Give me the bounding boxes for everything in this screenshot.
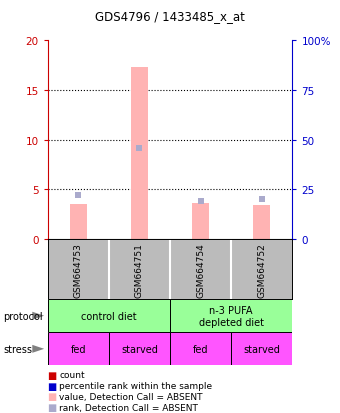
Bar	[170, 299, 292, 332]
Polygon shape	[32, 312, 44, 320]
Polygon shape	[32, 345, 44, 353]
Text: stress: stress	[3, 344, 32, 354]
Text: protocol: protocol	[3, 311, 43, 321]
Bar	[48, 332, 109, 366]
Text: ■: ■	[48, 370, 57, 380]
Text: n-3 PUFA
depleted diet: n-3 PUFA depleted diet	[199, 305, 264, 327]
Text: percentile rank within the sample: percentile rank within the sample	[59, 381, 212, 390]
Text: count: count	[59, 370, 85, 380]
Bar	[131, 68, 148, 240]
Text: ■: ■	[48, 381, 57, 391]
Text: GDS4796 / 1433485_x_at: GDS4796 / 1433485_x_at	[95, 10, 245, 23]
Bar	[253, 206, 270, 240]
Text: control diet: control diet	[81, 311, 137, 321]
Bar	[70, 205, 87, 240]
Text: GSM664751: GSM664751	[135, 242, 144, 297]
Text: starved: starved	[243, 344, 280, 354]
Text: ■: ■	[48, 402, 57, 412]
Text: rank, Detection Call = ABSENT: rank, Detection Call = ABSENT	[59, 403, 198, 412]
Text: fed: fed	[193, 344, 208, 354]
Bar	[192, 204, 209, 240]
Text: value, Detection Call = ABSENT: value, Detection Call = ABSENT	[59, 392, 203, 401]
Bar	[170, 332, 231, 366]
Text: ■: ■	[48, 392, 57, 401]
Text: GSM664752: GSM664752	[257, 242, 266, 297]
Bar	[109, 332, 170, 366]
Text: GSM664754: GSM664754	[196, 242, 205, 297]
Text: fed: fed	[70, 344, 86, 354]
Bar	[48, 299, 170, 332]
Text: starved: starved	[121, 344, 158, 354]
Text: GSM664753: GSM664753	[74, 242, 83, 297]
Bar	[231, 332, 292, 366]
